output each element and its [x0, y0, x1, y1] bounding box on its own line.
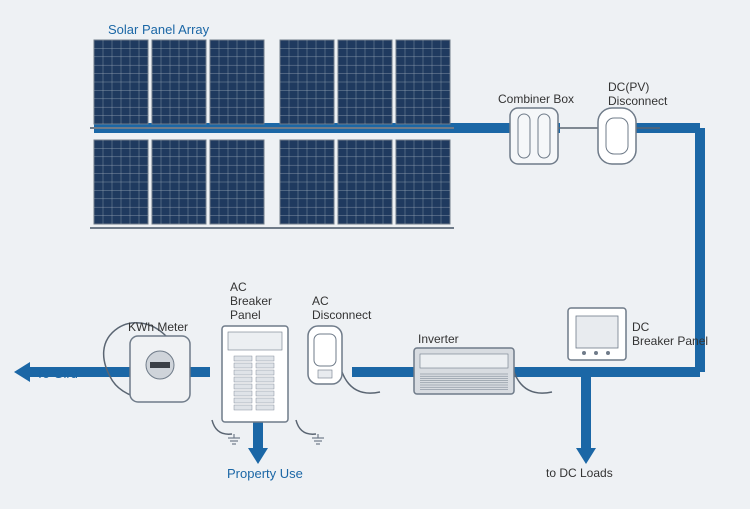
kwh-meter [130, 336, 190, 402]
inverter [414, 348, 514, 394]
label-ac_bp3: Panel [230, 308, 261, 322]
combiner-box [510, 108, 558, 164]
label-ac_bp2: Breaker [230, 294, 272, 308]
solar-panel [338, 140, 392, 224]
solar-panel [396, 40, 450, 124]
label-ac_disc: AC [312, 294, 329, 308]
label-dc_bp2: Breaker Panel [632, 334, 708, 348]
label-kwh: KWh Meter [128, 320, 188, 334]
label-title: Solar Panel Array [108, 22, 209, 38]
ac-breaker-panel [222, 326, 288, 422]
solar-panel [338, 40, 392, 124]
solar-panel [152, 40, 206, 124]
label-dc_bp: DC [632, 320, 649, 334]
label-to_grid: To Gird [36, 366, 78, 382]
label-property: Property Use [227, 466, 303, 482]
ac-disconnect [308, 326, 342, 384]
solar-panel [152, 140, 206, 224]
label-dc_pv2: Disconnect [608, 94, 667, 108]
solar-panel [94, 140, 148, 224]
solar-panel [280, 40, 334, 124]
solar-panel [210, 40, 264, 124]
solar-panel [210, 140, 264, 224]
label-dc_loads: to DC Loads [546, 466, 613, 480]
dc-breaker-panel [568, 308, 626, 360]
label-combiner: Combiner Box [498, 92, 574, 106]
label-dc_pv: DC(PV) [608, 80, 649, 94]
label-ac_disc2: Disconnect [312, 308, 371, 322]
dc-pv-disconnect [598, 108, 636, 164]
solar-panel [396, 140, 450, 224]
solar-panel [94, 40, 148, 124]
label-ac_bp: AC [230, 280, 247, 294]
solar-panel [280, 140, 334, 224]
label-inverter: Inverter [418, 332, 459, 346]
